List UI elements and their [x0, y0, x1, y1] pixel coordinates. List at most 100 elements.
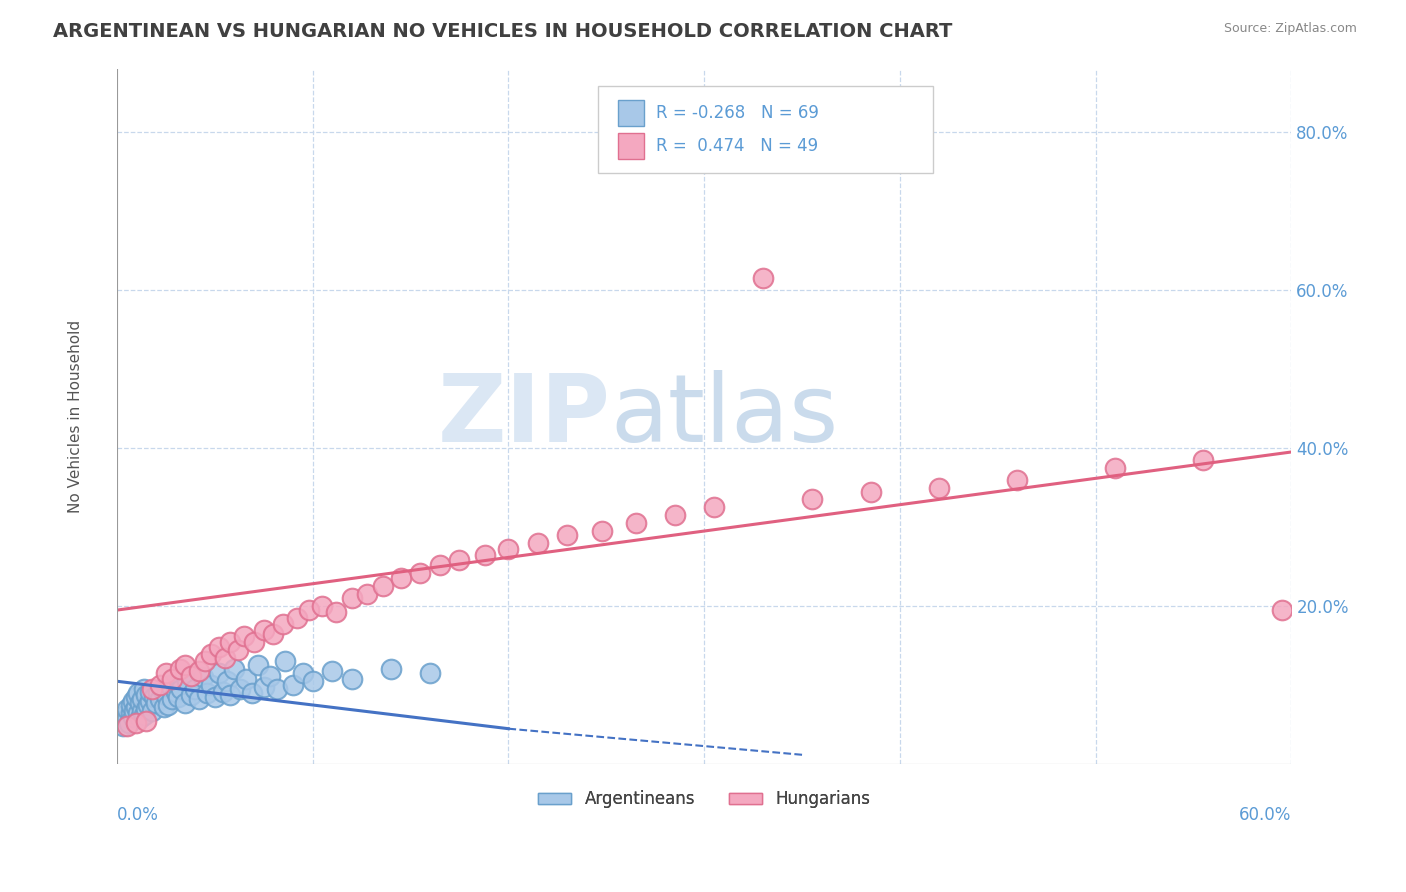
- Point: [180, 688, 202, 702]
- Point: [120, 698, 142, 712]
- Point: [664, 508, 686, 523]
- Point: [591, 524, 613, 538]
- Point: [129, 696, 152, 710]
- Point: [429, 558, 451, 572]
- Point: [409, 566, 432, 580]
- Legend: Argentineans, Hungarians: Argentineans, Hungarians: [531, 784, 877, 815]
- Point: [211, 684, 233, 698]
- Point: [191, 670, 214, 684]
- Point: [145, 696, 167, 710]
- Point: [115, 702, 138, 716]
- Point: [226, 642, 249, 657]
- Point: [149, 678, 172, 692]
- Text: R = -0.268   N = 69: R = -0.268 N = 69: [657, 104, 818, 122]
- Point: [188, 664, 211, 678]
- Point: [208, 666, 231, 681]
- Point: [141, 704, 163, 718]
- Point: [135, 702, 157, 716]
- Point: [356, 587, 378, 601]
- Point: [195, 686, 218, 700]
- Point: [176, 674, 198, 689]
- Point: [474, 548, 496, 562]
- Point: [859, 484, 882, 499]
- Point: [136, 698, 159, 712]
- Point: [146, 686, 169, 700]
- Point: [624, 516, 647, 530]
- Point: [200, 678, 222, 692]
- Point: [134, 682, 156, 697]
- Point: [240, 686, 263, 700]
- Point: [155, 688, 177, 702]
- Point: [125, 690, 148, 704]
- Point: [214, 650, 236, 665]
- Point: [139, 694, 162, 708]
- Text: Source: ZipAtlas.com: Source: ZipAtlas.com: [1223, 22, 1357, 36]
- Point: [114, 708, 136, 723]
- FancyBboxPatch shape: [619, 100, 644, 127]
- Point: [340, 591, 363, 606]
- Point: [266, 682, 288, 697]
- Point: [380, 662, 402, 676]
- Point: [253, 680, 276, 694]
- Point: [301, 674, 323, 689]
- Point: [160, 672, 183, 686]
- Point: [291, 666, 314, 681]
- Point: [325, 606, 347, 620]
- Point: [160, 692, 183, 706]
- Point: [194, 655, 217, 669]
- Point: [165, 684, 187, 698]
- Point: [419, 666, 441, 681]
- Point: [224, 662, 246, 676]
- Point: [281, 678, 304, 692]
- Point: [110, 714, 132, 728]
- Point: [159, 678, 181, 692]
- Point: [498, 542, 520, 557]
- Point: [174, 658, 197, 673]
- Text: 60.0%: 60.0%: [1239, 806, 1292, 824]
- Point: [204, 690, 226, 704]
- Point: [139, 684, 162, 698]
- Text: No Vehicles in Household: No Vehicles in Household: [69, 320, 83, 513]
- Point: [135, 688, 157, 702]
- Point: [200, 647, 222, 661]
- Text: ZIP: ZIP: [437, 370, 610, 462]
- Point: [233, 629, 256, 643]
- Point: [321, 664, 343, 678]
- Point: [135, 714, 157, 728]
- Point: [121, 710, 143, 724]
- Text: ARGENTINEAN VS HUNGARIAN NO VEHICLES IN HOUSEHOLD CORRELATION CHART: ARGENTINEAN VS HUNGARIAN NO VEHICLES IN …: [53, 22, 953, 41]
- Point: [703, 500, 725, 515]
- Point: [188, 692, 211, 706]
- Point: [389, 572, 412, 586]
- Point: [246, 658, 269, 673]
- Point: [120, 706, 142, 720]
- Point: [1104, 460, 1126, 475]
- Point: [555, 528, 578, 542]
- Point: [166, 690, 188, 704]
- Point: [131, 704, 153, 718]
- Point: [449, 553, 471, 567]
- Point: [1007, 473, 1029, 487]
- Point: [169, 662, 191, 676]
- Text: atlas: atlas: [610, 370, 838, 462]
- Point: [1271, 603, 1294, 617]
- Point: [235, 672, 257, 686]
- Point: [243, 634, 266, 648]
- Point: [180, 669, 202, 683]
- Point: [150, 682, 173, 697]
- Point: [141, 682, 163, 697]
- Point: [117, 716, 139, 731]
- Point: [111, 719, 134, 733]
- Point: [129, 711, 152, 725]
- Point: [271, 616, 294, 631]
- Point: [274, 655, 297, 669]
- Point: [115, 711, 138, 725]
- Text: R =  0.474   N = 49: R = 0.474 N = 49: [657, 136, 818, 154]
- Point: [124, 704, 146, 718]
- Point: [253, 623, 276, 637]
- Point: [174, 696, 197, 710]
- Text: 0.0%: 0.0%: [117, 806, 159, 824]
- Point: [149, 692, 172, 706]
- Point: [121, 694, 143, 708]
- Point: [340, 672, 363, 686]
